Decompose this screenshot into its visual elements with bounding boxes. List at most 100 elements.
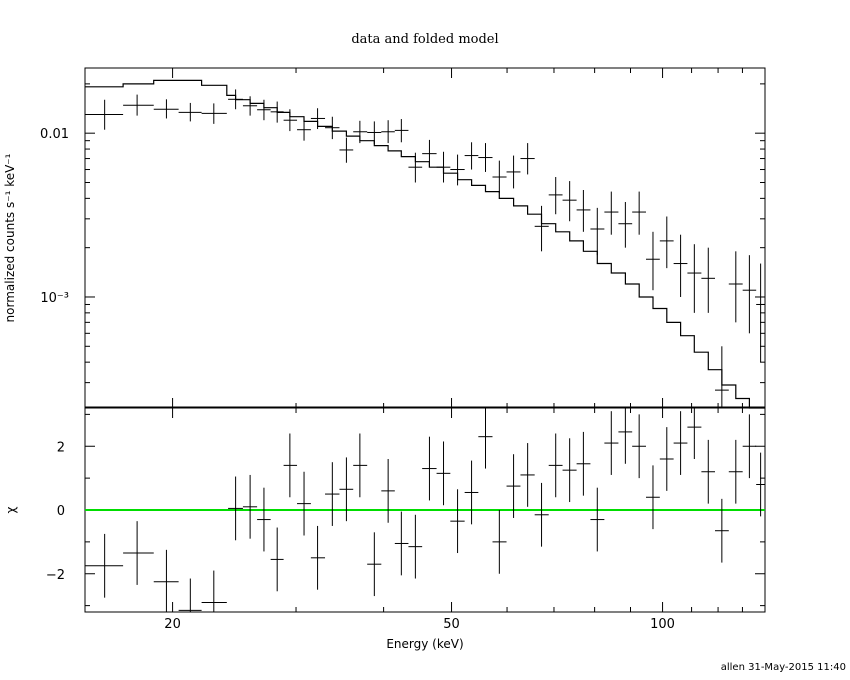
data-point: [436, 151, 451, 183]
data-point: [576, 189, 591, 232]
residual-point: [257, 487, 271, 552]
bottom-y-tick-label: −2: [46, 568, 65, 583]
residual-point: [590, 487, 605, 552]
residual-point: [123, 521, 154, 585]
data-point: [153, 99, 179, 119]
residual-point: [673, 411, 688, 475]
residual-point: [632, 414, 646, 479]
data-point: [604, 191, 619, 235]
residual-point: [310, 525, 326, 590]
footer-stamp: allen 31-May-2015 11:40: [720, 662, 846, 673]
data-point: [520, 143, 535, 175]
data-point: [728, 251, 743, 323]
residual-point: [548, 433, 563, 498]
data-point: [283, 109, 298, 132]
residual-point: [562, 438, 577, 503]
data-point: [687, 244, 702, 313]
x-axis-label: Energy (keV): [386, 637, 463, 651]
residual-point: [270, 527, 284, 592]
data-point: [659, 216, 674, 269]
data-point: [548, 177, 563, 215]
data-point: [381, 120, 395, 144]
residual-point: [283, 433, 298, 498]
data-point: [85, 99, 124, 130]
residual-point: [408, 514, 423, 579]
residual-point: [604, 411, 619, 475]
data-point: [464, 142, 479, 170]
data-point: [701, 247, 716, 313]
data-points: [85, 89, 765, 408]
data-point: [270, 101, 284, 123]
data-point: [506, 155, 521, 189]
top-panel-frame: [84, 67, 766, 409]
residual-point: [450, 489, 465, 554]
data-point: [201, 103, 227, 124]
residual-point: [367, 532, 382, 597]
residual-point: [436, 441, 451, 506]
residual-point: [153, 549, 179, 612]
residual-point: [228, 476, 243, 541]
bottom-y-tick-label: 2: [57, 440, 65, 455]
residual-point: [687, 408, 702, 459]
x-tick-label: 20: [164, 617, 181, 632]
residual-point: [756, 452, 765, 517]
data-point: [562, 181, 577, 222]
residual-point: [715, 498, 729, 563]
data-point: [228, 89, 243, 110]
residual-point: [325, 462, 340, 526]
top-axis-ticks: 0.01 10⁻³: [40, 68, 766, 408]
data-point: [632, 191, 646, 235]
data-point: [715, 346, 729, 408]
residual-point: [576, 431, 591, 496]
data-point: [325, 116, 340, 140]
residual-point: [381, 459, 395, 523]
data-point: [408, 152, 423, 183]
data-point: [673, 234, 688, 297]
residual-point: [534, 482, 549, 547]
residual-point: [506, 454, 521, 518]
model-histogram: [85, 79, 765, 409]
residual-point: [201, 570, 227, 612]
residual-point: [618, 408, 633, 464]
data-point: [618, 202, 633, 248]
residual-point: [742, 414, 757, 479]
data-point: [756, 263, 765, 363]
data-point: [534, 205, 549, 252]
data-point: [450, 154, 465, 186]
residual-point: [242, 474, 258, 539]
data-point: [742, 255, 757, 334]
data-point: [422, 139, 437, 168]
data-point: [310, 108, 326, 130]
top-y-axis-label: normalized counts s⁻¹ keV⁻¹: [3, 153, 17, 322]
x-tick-label: 50: [443, 617, 460, 632]
data-point: [492, 160, 507, 194]
data-point: [478, 143, 493, 172]
data-point: [645, 231, 660, 291]
x-tick-label: 100: [650, 617, 675, 632]
residual-point: [178, 578, 202, 612]
residual-point: [645, 465, 660, 530]
residual-point: [394, 511, 409, 576]
residual-point: [520, 443, 535, 507]
residual-points: [85, 408, 765, 612]
residual-point: [297, 471, 311, 536]
bottom-y-axis-label: χ: [4, 506, 18, 513]
residual-point: [659, 427, 674, 491]
data-point: [367, 121, 382, 144]
data-point: [590, 207, 605, 256]
residual-point: [728, 439, 743, 504]
residual-point: [464, 460, 479, 525]
data-point: [297, 119, 311, 141]
residual-point: [422, 436, 437, 501]
data-point: [353, 120, 368, 144]
data-point: [257, 99, 271, 121]
top-y-tick-label: 10⁻³: [40, 291, 69, 306]
data-point: [123, 94, 154, 116]
bottom-y-tick-label: 0: [57, 504, 65, 519]
residual-point: [85, 533, 124, 598]
data-point: [242, 96, 258, 116]
residual-point: [339, 457, 354, 522]
residual-point: [353, 433, 368, 498]
